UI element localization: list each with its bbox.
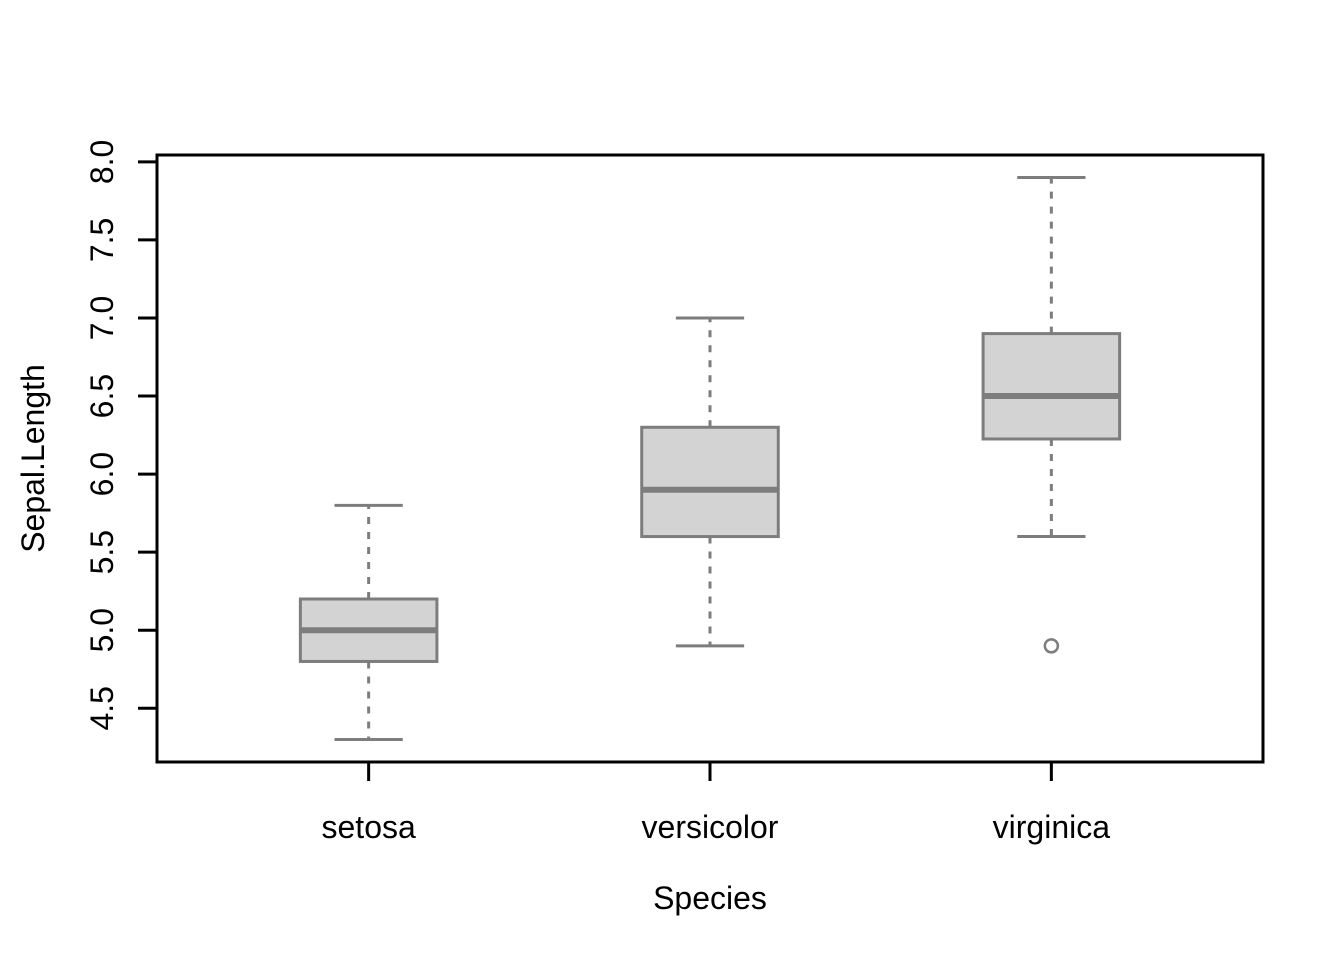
x-axis-category-label: virginica bbox=[993, 809, 1111, 845]
box-virginica bbox=[981, 332, 1122, 441]
x-axis-title: Species bbox=[653, 880, 767, 916]
y-axis-tick-label: 6.0 bbox=[84, 452, 120, 496]
outlier-virginica bbox=[1043, 638, 1060, 654]
box-versicolor bbox=[640, 425, 780, 539]
y-axis-tick-label: 5.5 bbox=[84, 530, 120, 574]
y-axis-tick-label: 4.5 bbox=[84, 686, 120, 730]
y-axis-tick-label: 8.0 bbox=[84, 140, 120, 184]
y-axis-tick-label: 7.5 bbox=[84, 218, 120, 262]
y-axis-tick-label: 7.0 bbox=[84, 296, 120, 340]
y-axis-tick-label: 5.0 bbox=[84, 608, 120, 652]
y-axis-tick-label: 6.5 bbox=[84, 374, 120, 418]
y-axis-title: Sepal.Length bbox=[15, 364, 51, 553]
x-axis-category-label: versicolor bbox=[642, 809, 779, 845]
plot-layer: 4.5 5.0 5.5 6.0 6.5 7.0 7.5 8.0 setosa versicolor… bbox=[84, 140, 1265, 845]
x-axis-category-label: setosa bbox=[322, 809, 416, 845]
